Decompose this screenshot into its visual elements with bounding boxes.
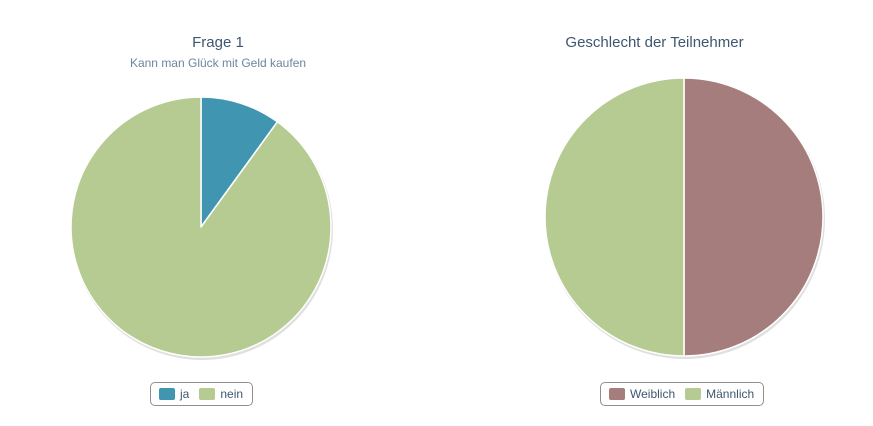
pie-slice-ja[interactable] (200, 96, 279, 228)
legend-label: ja (180, 387, 190, 401)
legend-label: Männlich (706, 387, 755, 401)
legend-swatch (159, 388, 175, 400)
legend-swatch (199, 388, 216, 400)
chart-subtitle: Kann man Glück mit Geld kaufen (129, 56, 307, 70)
pie-chart-geschlecht: Geschlecht der Teilnehmer Weiblich Männl… (436, 0, 873, 426)
chart-title: Frage 1 (192, 34, 244, 51)
legend-item-nein[interactable]: nein (199, 387, 243, 401)
pie-slice-männlich[interactable] (544, 77, 685, 357)
legend-swatch (609, 388, 625, 400)
legend-item-weiblich[interactable]: Weiblich (609, 387, 675, 401)
chart-legend: Weiblich Männlich (600, 382, 765, 406)
legend-swatch (685, 388, 702, 400)
chart-legend: ja nein (150, 382, 254, 406)
legend-item-ja[interactable]: ja (159, 387, 189, 401)
pie-slice-weiblich[interactable] (683, 77, 824, 357)
pie-plot (544, 77, 825, 359)
pie-chart-frage-1: Frage 1 Kann man Glück mit Geld kaufen j… (0, 0, 436, 426)
legend-label: Weiblich (630, 387, 676, 401)
legend-label: nein (220, 387, 244, 401)
chart-title: Geschlecht der Teilnehmer (565, 34, 744, 51)
legend-item-maennlich[interactable]: Männlich (685, 387, 754, 401)
pie-plot (70, 96, 333, 360)
pie-slice-nein[interactable] (70, 96, 332, 358)
